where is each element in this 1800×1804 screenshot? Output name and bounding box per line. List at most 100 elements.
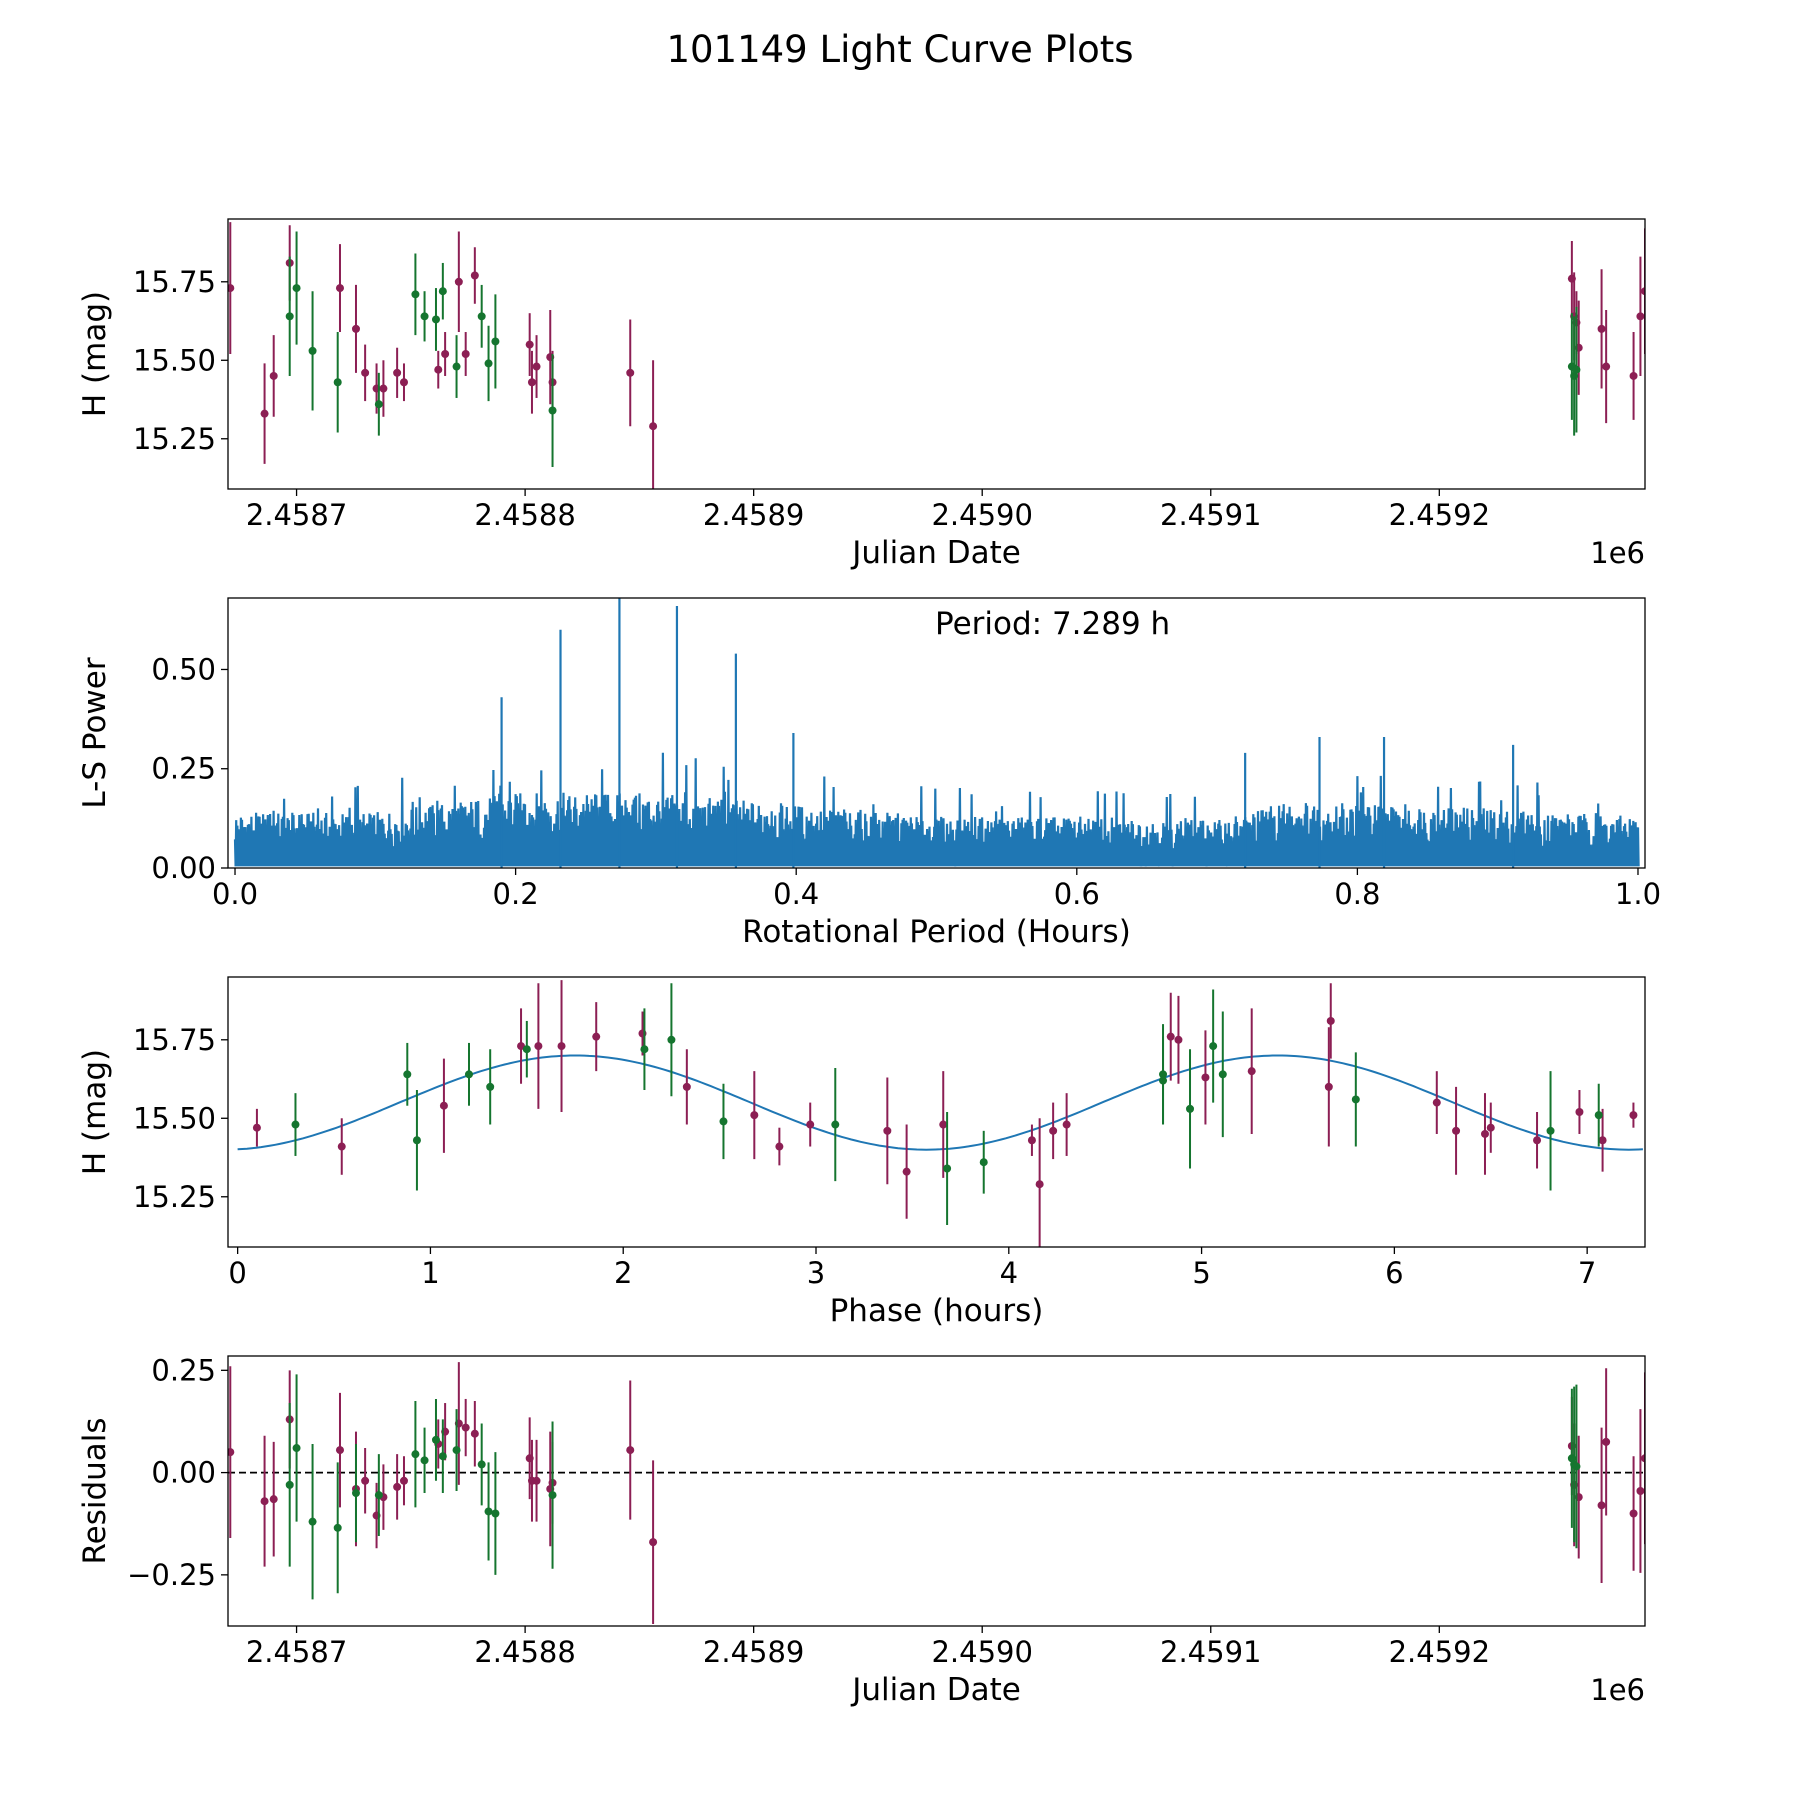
point-g-1 — [403, 1070, 412, 1079]
point-g-6 — [411, 1450, 420, 1459]
point-o-9 — [750, 1111, 759, 1120]
point-o-19 — [1166, 1032, 1175, 1041]
ylabel-phased: H (mag) — [77, 1049, 113, 1175]
point-o-22 — [1247, 1067, 1256, 1076]
point-o-21 — [1201, 1073, 1210, 1082]
xtick-label-phased-4: 4 — [1000, 1256, 1018, 1290]
point-o-10 — [399, 378, 408, 387]
plot-area-periodogram — [233, 598, 1640, 868]
point-g-16 — [1572, 365, 1581, 374]
axes-frame-periodogram — [227, 597, 1646, 869]
point-o-2 — [439, 1101, 448, 1110]
ytick-label-lightcurve-1: 15.50 — [133, 343, 216, 377]
xtick-label-residuals-2: 2.4589 — [703, 1635, 804, 1669]
point-o-8 — [379, 384, 388, 393]
point-g-7 — [431, 315, 440, 324]
point-g-2 — [308, 346, 317, 355]
point-g-3 — [333, 378, 342, 387]
xtick-label-residuals-4: 2.4591 — [1160, 1635, 1261, 1669]
point-o-17 — [1049, 1126, 1058, 1135]
point-o-10 — [775, 1142, 784, 1151]
point-g-11 — [979, 1158, 988, 1167]
ytick-label-lightcurve-2: 15.75 — [133, 265, 216, 299]
point-o-30 — [1641, 1454, 1645, 1463]
plot-area-phased — [237, 980, 1643, 1247]
ytick-label-lightcurve-0: 15.25 — [133, 422, 216, 456]
ylabel-residuals: Residuals — [77, 1417, 113, 1564]
point-o-11 — [806, 1120, 815, 1129]
xtick-label-periodogram-5: 1.0 — [1615, 877, 1661, 911]
point-g-4 — [374, 400, 383, 409]
point-o-15 — [470, 1429, 479, 1438]
plot-area-lightcurve — [228, 222, 1645, 489]
point-g-5 — [374, 1491, 383, 1500]
ytick-label-residuals-0: −0.25 — [127, 1558, 216, 1592]
point-o-26 — [1597, 1501, 1606, 1510]
point-o-16 — [1035, 1180, 1044, 1189]
panel-residuals: 2.4587 2.4588 2.4589 2.4590 2.4591 2.4592 −0.2… — [77, 1353, 1646, 1708]
plot-area-residuals — [228, 1362, 1645, 1624]
point-o-18 — [1062, 1120, 1071, 1129]
point-o-12 — [441, 350, 450, 358]
point-g-6 — [640, 1045, 649, 1054]
point-g-17 — [1351, 1095, 1360, 1104]
point-o-2 — [269, 371, 278, 380]
point-g-15 — [1209, 1042, 1218, 1051]
point-g-2 — [308, 1517, 317, 1526]
point-o-11 — [434, 365, 443, 374]
xtick-label-periodogram-4: 0.8 — [1334, 877, 1380, 911]
point-o-27 — [1597, 324, 1606, 333]
point-g-10 — [452, 1446, 461, 1455]
point-g-11 — [477, 1460, 486, 1469]
point-g-12 — [484, 1507, 493, 1516]
point-g-19 — [1594, 1111, 1603, 1120]
point-g-1 — [292, 1444, 301, 1453]
point-o-0 — [252, 1123, 261, 1132]
point-o-26 — [1452, 1126, 1461, 1135]
point-o-0 — [228, 284, 235, 293]
xlabel-periodogram: Rotational Period (Hours) — [742, 914, 1131, 950]
point-g-4 — [351, 1489, 360, 1498]
axes-frame-lightcurve — [227, 218, 1646, 490]
point-g-1 — [292, 284, 301, 293]
point-o-1 — [337, 1142, 346, 1151]
point-o-21 — [626, 368, 635, 377]
period-annotation: Period: 7.289 h — [935, 606, 1170, 642]
point-o-20 — [1174, 1035, 1183, 1044]
point-g-4 — [486, 1082, 495, 1091]
point-o-8 — [682, 1082, 691, 1091]
point-o-30 — [1575, 1108, 1584, 1116]
xtick-label-phased-0: 0 — [228, 1256, 246, 1290]
panel-phased: 0 1 2 3 4 5 6 7 15.25 15.50 15.75 Phase (hours) H (m… — [77, 976, 1646, 1329]
point-o-21 — [626, 1446, 635, 1455]
point-g-3 — [464, 1070, 473, 1079]
point-o-31 — [1641, 287, 1645, 296]
ytick-label-residuals-1: 0.00 — [151, 1456, 216, 1490]
xtick-label-phased-7: 7 — [1578, 1256, 1596, 1290]
point-g-5 — [411, 290, 420, 299]
point-o-12 — [883, 1126, 892, 1135]
point-o-16 — [525, 340, 534, 349]
panel-periodogram: Period: 7.289 h 0.0 0.2 0.4 0.6 0.8 1.0 0.00 0.2… — [77, 597, 1661, 950]
xtick-label-periodogram-3: 0.6 — [1054, 877, 1100, 911]
xtick-label-lightcurve-2: 2.4589 — [703, 498, 804, 532]
point-o-10 — [399, 1476, 408, 1485]
point-o-28 — [1629, 1509, 1638, 1518]
point-g-9 — [438, 1452, 447, 1461]
point-o-22 — [649, 422, 658, 431]
point-g-8 — [719, 1117, 728, 1126]
point-o-15 — [1027, 1136, 1036, 1145]
point-o-18 — [532, 1476, 541, 1485]
point-o-0 — [228, 1448, 235, 1457]
figure-title: 101149 Light Curve Plots — [666, 28, 1134, 71]
point-g-14 — [548, 1491, 557, 1500]
point-g-0 — [285, 312, 294, 321]
point-g-17 — [1572, 1462, 1581, 1471]
point-o-32 — [1629, 1111, 1638, 1120]
point-o-28 — [1602, 362, 1611, 371]
point-g-0 — [285, 1480, 294, 1489]
point-g-7 — [667, 1035, 676, 1044]
point-g-5 — [522, 1045, 531, 1054]
point-o-17 — [527, 378, 536, 387]
